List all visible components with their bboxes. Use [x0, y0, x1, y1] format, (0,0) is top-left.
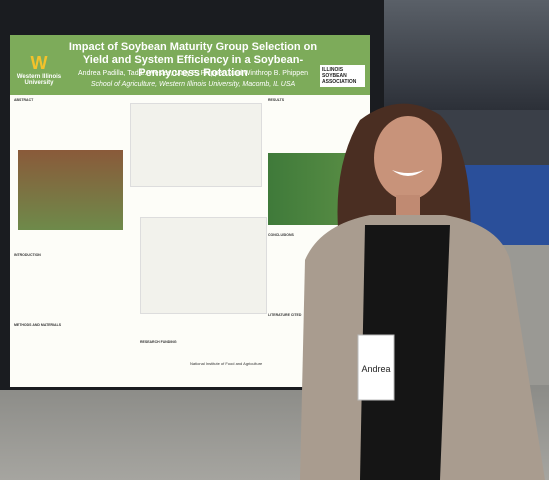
- section-heading: ABSTRACT: [14, 98, 34, 102]
- chart-panel: [130, 103, 262, 187]
- name-badge: [357, 334, 395, 401]
- ceiling: [370, 0, 549, 110]
- funder: National Institute of Food and Agricultu…: [190, 361, 263, 366]
- shirt: [360, 225, 450, 480]
- university-logo: W Western Illinois University: [16, 53, 62, 86]
- sponsor-logo: ILLINOIS SOYBEAN ASSOCIATION: [320, 65, 365, 87]
- poster-title: Impact of Soybean Maturity Group Selecti…: [68, 41, 318, 79]
- face: [374, 116, 442, 200]
- section-heading: INTRODUCTION: [14, 253, 41, 257]
- chart-panel: [140, 217, 267, 314]
- field-photo: [18, 150, 123, 230]
- section-heading: RESULTS: [268, 98, 285, 102]
- badge-name: Andrea: [361, 364, 390, 374]
- smile: [392, 170, 424, 176]
- section-heading: RESEARCH FUNDING: [140, 340, 177, 344]
- poster-header: W Western Illinois University Impact of …: [10, 35, 370, 95]
- university-name: Western Illinois University: [16, 74, 62, 86]
- section-heading: CONCLUSIONS: [268, 233, 294, 237]
- poster-authors: Andrea Padilla, Tad L. Wesley, Mary E. P…: [78, 70, 308, 77]
- section-heading: METHODS AND MATERIALS: [14, 323, 62, 327]
- poster: W Western Illinois University Impact of …: [10, 35, 370, 387]
- section-heading: LITERATURE CITED: [268, 313, 302, 317]
- poster-affiliation: School of Agriculture, Western Illinois …: [90, 81, 296, 88]
